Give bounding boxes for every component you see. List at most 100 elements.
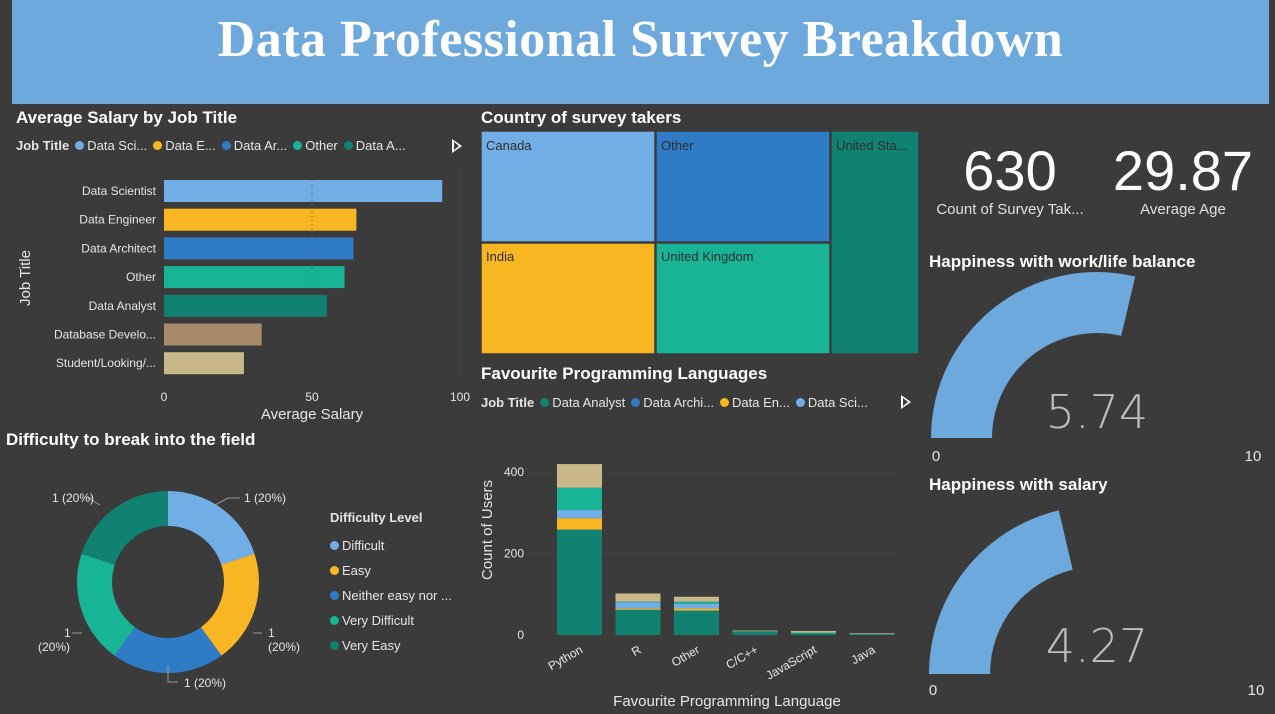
languages-bar-segment[interactable] (557, 510, 602, 519)
worklife-gauge-max: 10 (1245, 448, 1262, 465)
treemap-label-other: Other (661, 138, 694, 153)
salary-bar[interactable] (164, 294, 327, 317)
salary-legend-item[interactable]: Other (293, 138, 338, 153)
donut-leader-lines (72, 497, 262, 683)
languages-bar-segment[interactable] (674, 610, 719, 635)
languages-bar-segment[interactable] (849, 633, 895, 635)
salary-legend-item[interactable]: Data Sci... (75, 138, 147, 153)
languages-bar-segment[interactable] (615, 609, 661, 635)
difficulty-legend-title: Difficulty Level (330, 510, 423, 525)
languages-legend-item[interactable]: Data Archi... (631, 395, 714, 410)
salary-tick-label: 100 (450, 390, 470, 404)
languages-tick-label: 0 (517, 628, 524, 642)
salary-gauge-title: Happiness with salary (929, 475, 1108, 494)
languages-bar-segment[interactable] (557, 464, 602, 488)
languages-bar-segment[interactable] (557, 529, 602, 635)
salary-category-label: Data Analyst (89, 299, 157, 313)
donut-slice[interactable] (168, 491, 255, 565)
difficulty-legend-item[interactable]: Very Difficult (330, 608, 452, 633)
donut-slice[interactable] (77, 553, 136, 656)
donut-slice-label: (20%) (38, 640, 70, 654)
salary-category-label: Database Develo... (54, 328, 156, 342)
languages-legend-item[interactable]: Data Analyst (540, 395, 625, 410)
donut-slice[interactable] (200, 553, 259, 656)
salary-gauge-arc (929, 510, 1073, 674)
salary-ylabel: Job Title (17, 250, 34, 306)
languages-xlabel: Favourite Programming Language (613, 693, 841, 710)
worklife-gauge-min: 0 (932, 448, 940, 465)
salary-gauge-max: 10 (1248, 682, 1265, 699)
worklife-gauge-value: 5.74 (1046, 385, 1148, 439)
difficulty-legend-item[interactable]: Difficult (330, 533, 452, 558)
languages-bar-segment[interactable] (849, 633, 895, 635)
legend-next-icon[interactable] (452, 139, 462, 153)
languages-bar-segment[interactable] (557, 487, 602, 511)
languages-bar-segment[interactable] (674, 601, 719, 604)
donut-slice[interactable] (81, 491, 168, 565)
languages-bar-segment[interactable] (674, 608, 719, 611)
salary-legend-title: Job Title (16, 138, 70, 153)
languages-legend-item[interactable]: Data Sci... (795, 395, 868, 410)
difficulty-donut-chart: 1 (20%) 1 (20%) 1 (20%) 1 (20%) 1 (20%) (38, 491, 300, 690)
difficulty-legend: Difficulty Level Difficult Easy Neither … (330, 510, 452, 658)
salary-bar[interactable] (164, 180, 443, 202)
salary-gauge-min: 0 (929, 682, 937, 699)
donut-slice-label: 1 (20%) (244, 491, 286, 505)
languages-bar-segment[interactable] (791, 632, 836, 635)
treemap-cell-canada[interactable] (481, 131, 656, 243)
treemap-cell-india[interactable] (481, 242, 656, 354)
languages-chart-title: Favourite Programming Languages (481, 364, 768, 383)
languages-bar-segment[interactable] (615, 602, 661, 609)
page-title: Data Professional Survey Breakdown (217, 11, 1064, 68)
survey-count-label: Count of Survey Tak... (936, 201, 1084, 218)
languages-category-label: JavaScript (763, 642, 819, 682)
country-chart-title: Country of survey takers (481, 108, 682, 127)
salary-bar[interactable] (164, 208, 357, 231)
average-age-label: Average Age (1140, 201, 1226, 218)
languages-category-label: C/C++ (723, 642, 760, 671)
salary-bar[interactable] (164, 352, 244, 375)
donut-slice[interactable] (114, 627, 222, 673)
languages-bar-segment[interactable] (615, 593, 661, 602)
languages-category-label: Python (546, 642, 585, 673)
languages-bar-segment[interactable] (615, 608, 661, 610)
treemap-label-us: United Sta... (836, 138, 908, 153)
salary-bar-chart: Job Title Data Scientist Data Engineer Dat… (17, 168, 470, 423)
salary-category-label: Data Architect (81, 241, 156, 255)
salary-category-label: Student/Looking/... (56, 356, 156, 370)
salary-bar[interactable] (164, 237, 354, 260)
difficulty-legend-item[interactable]: Neither easy nor ... (330, 583, 452, 608)
difficulty-legend-item[interactable]: Easy (330, 558, 452, 583)
languages-bar-segment[interactable] (732, 630, 778, 632)
header-banner: Data Professional Survey Breakdown (12, 0, 1269, 104)
languages-bar-segment[interactable] (791, 630, 836, 633)
languages-legend-item[interactable]: Data En... (720, 395, 790, 410)
languages-bar-segment[interactable] (615, 601, 661, 603)
languages-legend-next-icon[interactable] (901, 395, 911, 409)
salary-category-label: Data Engineer (79, 213, 156, 227)
difficulty-legend-item[interactable]: Very Easy (330, 633, 452, 658)
salary-tick-label: 0 (161, 390, 168, 404)
salary-bar[interactable] (164, 323, 262, 346)
languages-bar-segment[interactable] (674, 603, 719, 609)
donut-slice-label: 1 (64, 626, 71, 640)
worklife-gauge-arc (931, 272, 1136, 438)
salary-legend-item[interactable]: Data Ar... (221, 138, 287, 153)
languages-bar-segment[interactable] (791, 632, 836, 634)
salary-legend-item[interactable]: Data A... (343, 138, 406, 153)
salary-category-label: Other (126, 270, 156, 284)
worklife-gauge: 5.74 0 10 (931, 272, 1262, 465)
languages-bar-segment[interactable] (732, 631, 778, 635)
salary-xlabel: Average Salary (261, 406, 364, 423)
languages-bar-segment[interactable] (674, 596, 719, 602)
salary-bar[interactable] (164, 266, 345, 289)
salary-happiness-gauge: 4.27 0 10 (929, 510, 1265, 699)
languages-bar-segment[interactable] (557, 518, 602, 530)
average-age-value: 29.87 (1112, 139, 1254, 202)
donut-slice-label: 1 (268, 626, 275, 640)
treemap-cell-other[interactable] (655, 131, 831, 243)
treemap-cell-uk[interactable] (655, 242, 831, 354)
salary-legend-item[interactable]: Data E... (153, 138, 216, 153)
treemap-cell-us[interactable] (830, 131, 919, 354)
languages-category-label: Other (669, 642, 702, 669)
